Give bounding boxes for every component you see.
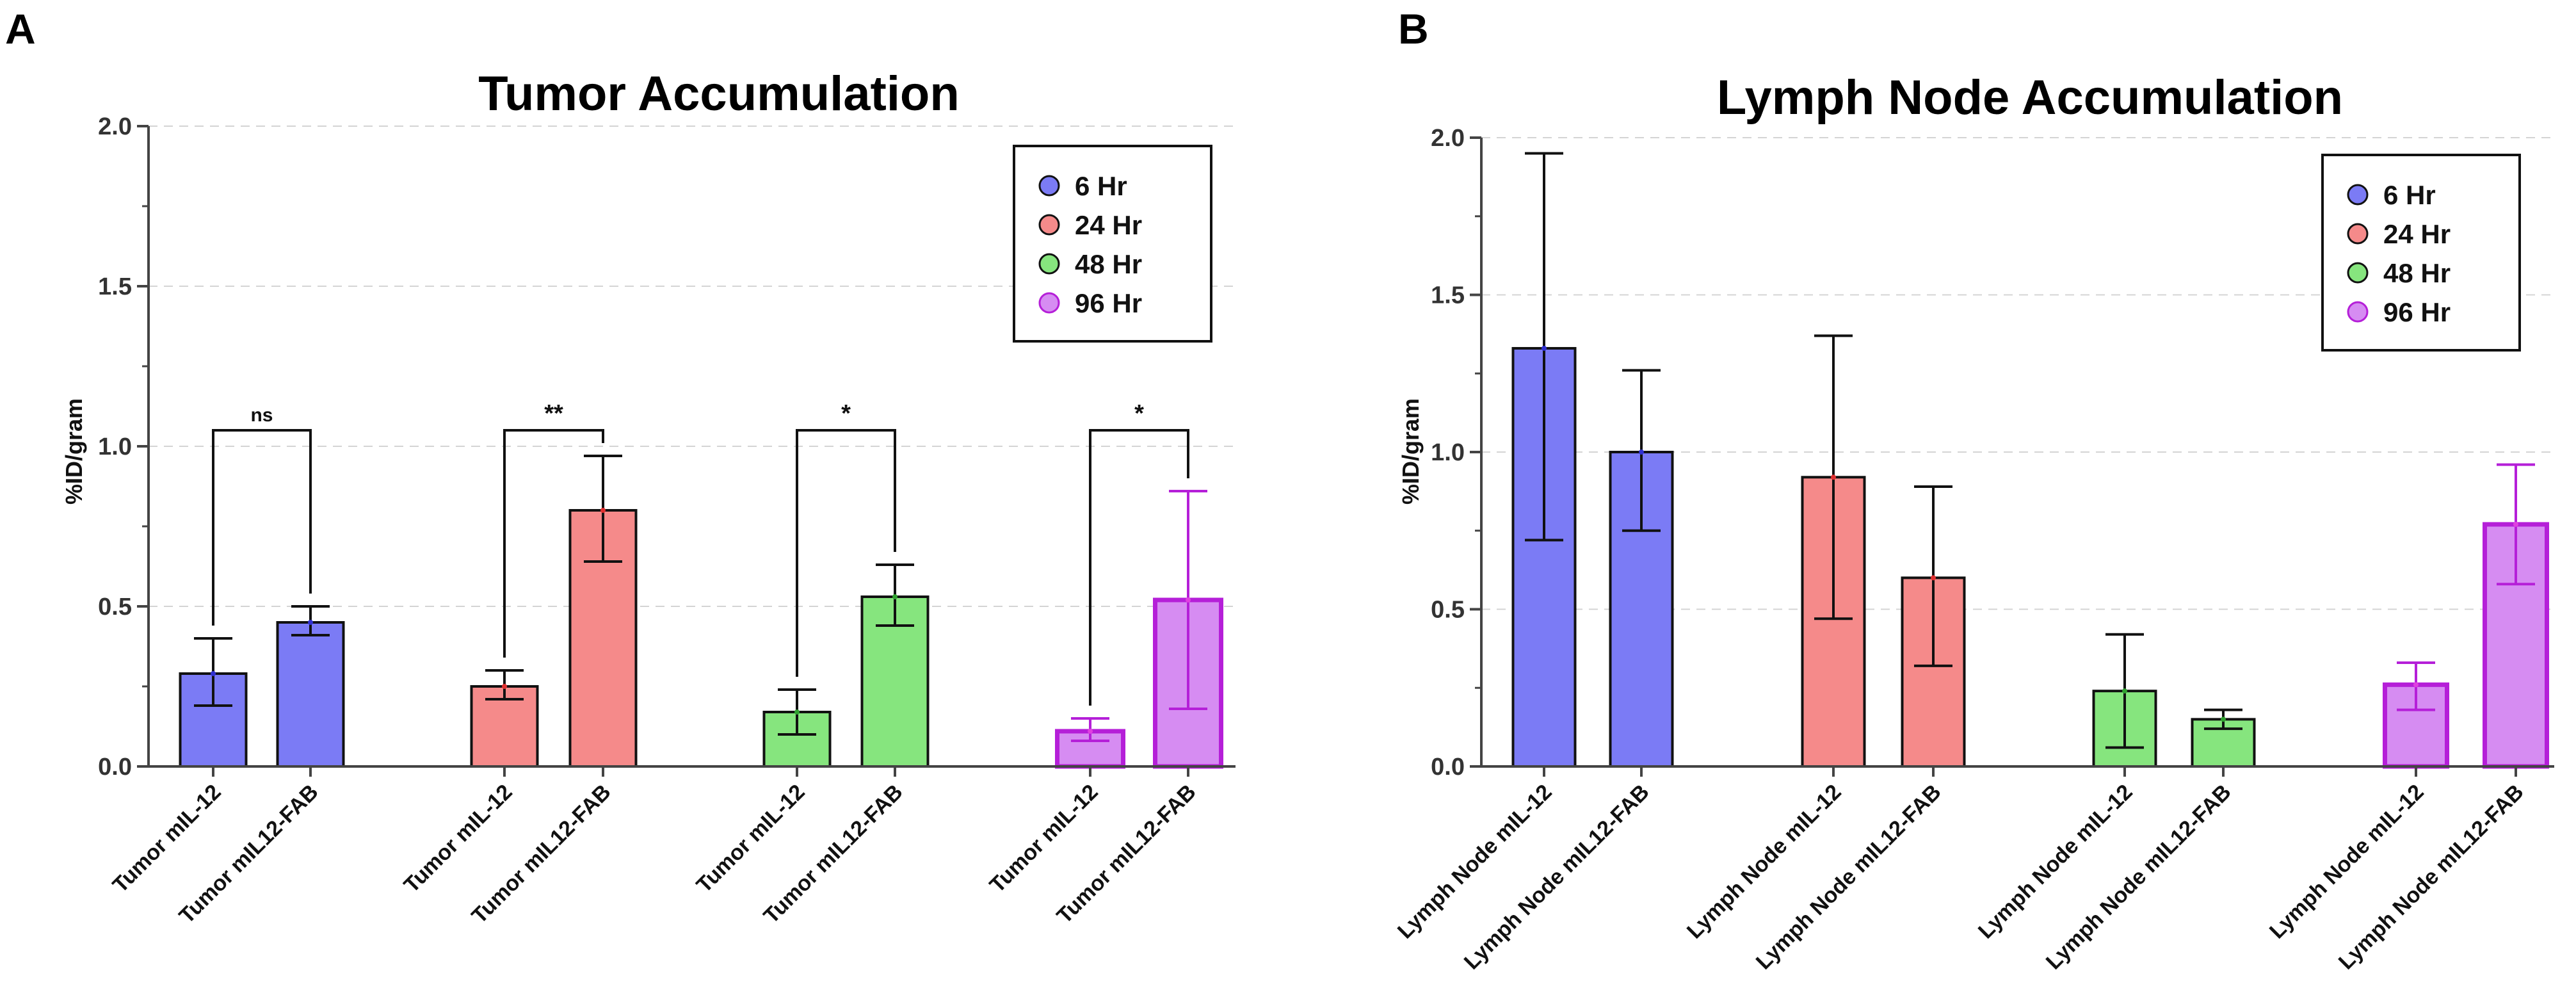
mean-dot xyxy=(308,620,313,625)
significance-label: ** xyxy=(544,400,563,427)
significance-bracket xyxy=(212,429,312,626)
significance-bracket xyxy=(1089,429,1189,706)
x-tick-label: Lymph Node mIL12-FAB xyxy=(1460,780,1654,975)
mean-dot xyxy=(1088,729,1093,734)
y-tick-label: 0.0 xyxy=(1431,754,1465,781)
x-tick-label: Lymph Node mIL12-FAB xyxy=(2041,780,2236,975)
mean-dot xyxy=(1639,449,1644,455)
y-tick-label: 1.0 xyxy=(98,433,132,460)
legend-label: 96 Hr xyxy=(2383,297,2451,327)
x-tick-label: Lymph Node mIL-12 xyxy=(1393,780,1557,944)
y-tick-label: 1.0 xyxy=(1431,439,1465,466)
mean-dot xyxy=(502,684,507,689)
x-tick-label: Lymph Node mIL12-FAB xyxy=(2334,780,2529,975)
legend-label: 48 Hr xyxy=(1075,249,1142,279)
significance-bracket xyxy=(796,429,896,677)
panel-b-bars xyxy=(1511,346,2549,769)
legend-label: 48 Hr xyxy=(2383,258,2451,288)
y-tick-label: 0.5 xyxy=(98,594,132,620)
legend-marker xyxy=(1038,292,1060,314)
legend-marker xyxy=(1038,253,1060,275)
panel-b-y-ticks: 0.0 0.5 1.0 1.5 2.0 xyxy=(1431,125,1481,781)
mean-dot xyxy=(1186,597,1191,603)
mean-dot xyxy=(892,594,898,599)
panel-a-letter: A xyxy=(5,5,36,53)
panel-a: A Tumor Accumulation %ID/gram 0.0 0.5 1.0 1… xyxy=(5,5,1236,928)
panel-b-legend: 6 Hr 24 Hr 48 Hr 96 Hr xyxy=(2321,154,2521,352)
panel-b: B Lymph Node Accumulation %ID/gram 0.00.… xyxy=(1393,5,2554,975)
y-tick-label: 2.0 xyxy=(98,113,132,140)
y-tick-label: 2.0 xyxy=(1431,125,1465,152)
panel-a-legend: 6 Hr 24 Hr 48 Hr 96 Hr xyxy=(1013,145,1212,343)
y-tick-label: 0.0 xyxy=(98,754,132,781)
mean-dot xyxy=(2122,688,2127,694)
legend-marker xyxy=(2347,184,2369,206)
panel-a-ylabel: %ID/gram xyxy=(61,398,87,505)
y-tick-label: 1.5 xyxy=(1431,282,1465,309)
significance-bracket xyxy=(503,429,604,658)
bar-6hr xyxy=(276,621,345,768)
mean-dot xyxy=(2413,682,2419,688)
panel-b-title: Lymph Node Accumulation xyxy=(1717,70,2343,125)
mean-dot xyxy=(1831,474,1836,480)
legend-label: 24 Hr xyxy=(2383,219,2451,249)
legend-label: 6 Hr xyxy=(1075,171,1127,201)
legend-marker xyxy=(2347,301,2369,323)
panel-b-error-bars xyxy=(1525,152,2535,749)
mean-dot xyxy=(1542,345,1547,351)
significance-label: ns xyxy=(250,405,273,426)
legend-label: 24 Hr xyxy=(1075,210,1142,240)
legend-marker xyxy=(2347,223,2369,245)
significance-label: * xyxy=(841,400,851,427)
panel-a-bars xyxy=(179,509,1223,769)
mean-dot xyxy=(600,508,606,513)
panel-a-title: Tumor Accumulation xyxy=(478,67,960,121)
significance-label: * xyxy=(1134,400,1144,427)
panel-a-significance: ns ** * * xyxy=(212,400,1189,706)
x-tick-label: Lymph Node mIL12-FAB xyxy=(1751,780,1946,975)
legend-marker xyxy=(2347,262,2369,284)
panel-b-letter: B xyxy=(1398,5,1429,53)
legend-marker xyxy=(1038,175,1060,197)
mean-dot xyxy=(2221,717,2226,722)
panel-a-gridlines xyxy=(149,125,1236,607)
mean-dot xyxy=(211,671,216,676)
panel-a-error-bars xyxy=(194,455,1207,742)
legend-label: 96 Hr xyxy=(1075,288,1142,318)
y-tick-label: 0.5 xyxy=(1431,597,1465,624)
mean-dot xyxy=(2513,521,2518,527)
legend-marker xyxy=(1038,214,1060,236)
mean-dot xyxy=(794,709,800,715)
panel-b-ylabel: %ID/gram xyxy=(1397,398,1424,505)
mean-dot xyxy=(1931,575,1936,581)
legend-label: 6 Hr xyxy=(2383,180,2436,210)
y-tick-label: 1.5 xyxy=(98,273,132,300)
panel-a-y-ticks: 0.0 0.5 1.0 1.5 2.0 xyxy=(98,113,149,781)
